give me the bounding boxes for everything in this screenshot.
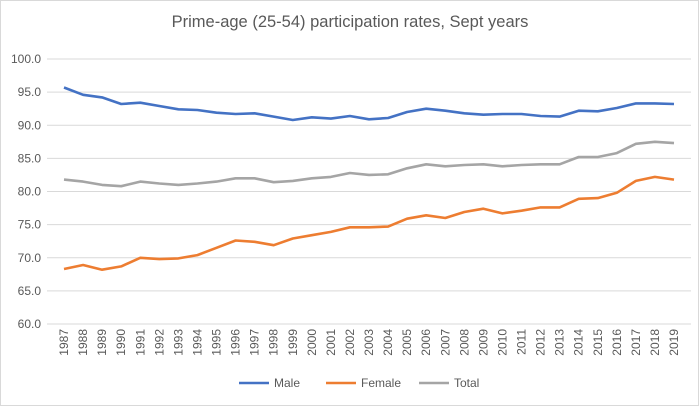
y-tick-label: 60.0 — [18, 317, 42, 331]
x-tick-label: 1998 — [267, 329, 281, 356]
x-tick-label: 2013 — [553, 329, 567, 356]
x-tick-label: 2019 — [667, 329, 681, 356]
x-tick-label: 2011 — [515, 329, 529, 355]
legend-label: Female — [361, 376, 401, 390]
y-tick-label: 85.0 — [18, 151, 42, 165]
x-tick-label: 2008 — [457, 329, 471, 356]
x-tick-label: 1988 — [76, 329, 90, 356]
x-tick-label: 2010 — [495, 329, 509, 356]
x-tick-label: 2018 — [648, 329, 662, 356]
series-line-female — [63, 175, 675, 272]
y-tick-label: 95.0 — [18, 85, 42, 99]
x-tick-label: 2003 — [362, 329, 376, 356]
x-tick-label: 2016 — [610, 329, 624, 356]
x-tick-label: 2014 — [572, 329, 586, 356]
x-tick-label: 2000 — [305, 329, 319, 356]
x-tick-label: 2005 — [400, 329, 414, 356]
x-tick-label: 1992 — [152, 329, 166, 356]
x-tick-label: 2004 — [381, 329, 395, 356]
x-tick-label: 2009 — [476, 329, 490, 356]
legend-label: Male — [274, 376, 300, 390]
x-tick-label: 1990 — [114, 329, 128, 356]
y-tick-label: 75.0 — [18, 218, 42, 232]
y-tick-label: 90.0 — [18, 118, 42, 132]
x-tick-label: 2017 — [629, 329, 643, 356]
y-tick-label: 100.0 — [11, 52, 41, 66]
x-tick-label: 1995 — [210, 329, 224, 356]
y-tick-label: 80.0 — [18, 185, 42, 199]
x-tick-label: 2012 — [534, 329, 548, 356]
legend-label: Total — [454, 376, 479, 390]
x-tick-label: 1996 — [229, 329, 243, 356]
y-tick-label: 70.0 — [18, 251, 42, 265]
x-tick-label: 1989 — [95, 329, 109, 356]
x-tick-label: 2006 — [419, 329, 433, 356]
x-tick-label: 1999 — [286, 329, 300, 356]
x-tick-label: 1997 — [248, 329, 262, 356]
x-tick-label: 2007 — [438, 329, 452, 356]
series-line-male — [63, 86, 675, 122]
x-tick-label: 2001 — [324, 329, 338, 356]
series-line-total — [63, 140, 675, 188]
y-tick-label: 65.0 — [18, 284, 42, 298]
x-tick-label: 1993 — [171, 329, 185, 356]
x-tick-label: 2015 — [591, 329, 605, 356]
chart-title: Prime-age (25-54) participation rates, S… — [172, 13, 529, 31]
x-tick-label: 1987 — [57, 329, 71, 356]
x-tick-label: 1991 — [133, 329, 147, 356]
x-tick-label: 2002 — [343, 329, 357, 356]
x-tick-label: 1994 — [190, 329, 204, 356]
